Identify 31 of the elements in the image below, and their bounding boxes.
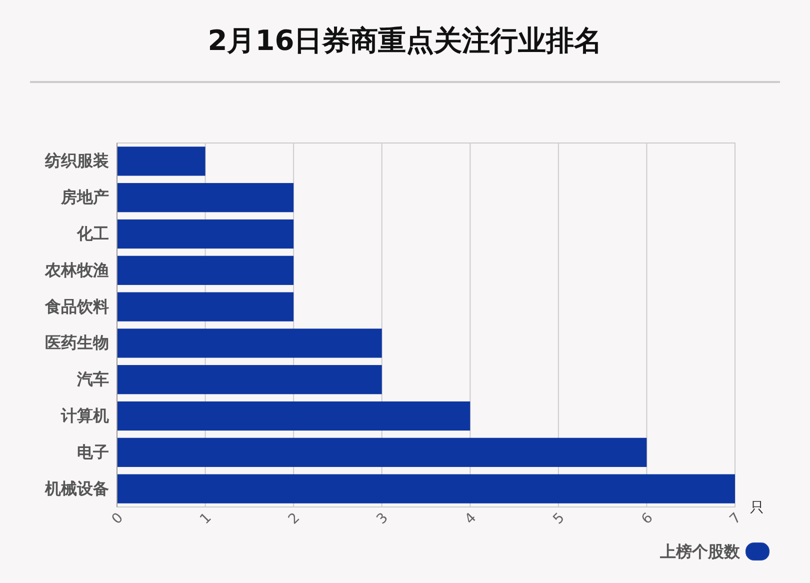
bar xyxy=(117,365,382,394)
bar xyxy=(117,183,294,212)
y-tick-label: 食品饮料 xyxy=(44,296,109,316)
x-tick-label: 3 xyxy=(374,510,392,528)
bar xyxy=(117,146,206,176)
legend-label: 上榜个股数 xyxy=(659,542,741,561)
x-tick-label: 7 xyxy=(726,510,745,528)
x-tick-label: 5 xyxy=(550,510,568,528)
y-tick-label: 纺织服装 xyxy=(44,151,109,170)
bar xyxy=(117,328,382,358)
x-axis-title: 只 xyxy=(750,500,764,516)
bar xyxy=(117,438,647,467)
y-tick-label: 计算机 xyxy=(60,406,109,425)
bar xyxy=(117,292,294,322)
chart-title: 2月16日券商重点关注行业排名 xyxy=(208,24,602,57)
bar xyxy=(117,401,470,431)
y-tick-label: 农林牧渔 xyxy=(44,260,109,280)
y-tick-label: 机械设备 xyxy=(44,478,109,498)
x-tick-label: 0 xyxy=(108,510,127,528)
x-tick-label: 4 xyxy=(462,510,480,528)
bar xyxy=(117,474,735,504)
bar xyxy=(117,219,294,249)
x-tick-label: 6 xyxy=(638,510,656,528)
x-tick-label: 2 xyxy=(285,510,304,528)
y-tick-label: 汽车 xyxy=(76,370,109,389)
y-tick-label: 电子 xyxy=(77,442,109,462)
y-tick-label: 房地产 xyxy=(60,188,109,207)
y-tick-label: 医药生物 xyxy=(45,333,109,352)
x-tick-label: 1 xyxy=(197,510,215,528)
y-tick-label: 化工 xyxy=(76,224,109,243)
bar xyxy=(117,256,294,285)
